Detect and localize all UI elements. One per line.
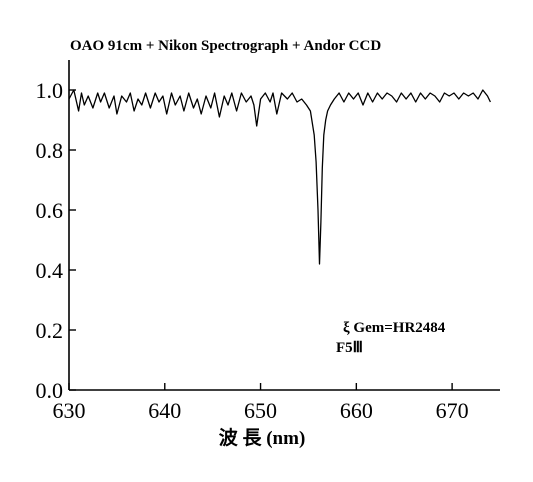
y-tick-label: 0.2 [36,318,64,343]
y-tick-label: 0.6 [36,198,64,223]
x-axis-ticks: 630 640 650 660 670 [53,383,469,423]
spectral-type-annotation: F5Ⅲ [336,340,363,356]
y-tick-label: 0.8 [36,138,64,163]
y-tick-label: 1.0 [36,78,64,103]
y-tick-label: 0.4 [36,258,64,283]
spectrum-line [68,89,491,265]
star-name-annotation: ξ Gem=HR2484 [343,320,446,336]
y-axis-ticks: 0.0 0.2 0.4 0.6 0.8 1.0 [36,78,76,403]
y-tick-label: 0.0 [36,378,64,403]
x-tick-label: 670 [436,398,469,423]
x-tick-label: 660 [340,398,373,423]
x-tick-label: 650 [244,398,277,423]
x-tick-label: 640 [148,398,181,423]
x-tick-label: 630 [53,398,86,423]
x-axis-label: 波 長 (nm) [219,426,306,449]
chart-title: OAO 91cm + Nikon Spectrograph + Andor CC… [70,38,381,54]
